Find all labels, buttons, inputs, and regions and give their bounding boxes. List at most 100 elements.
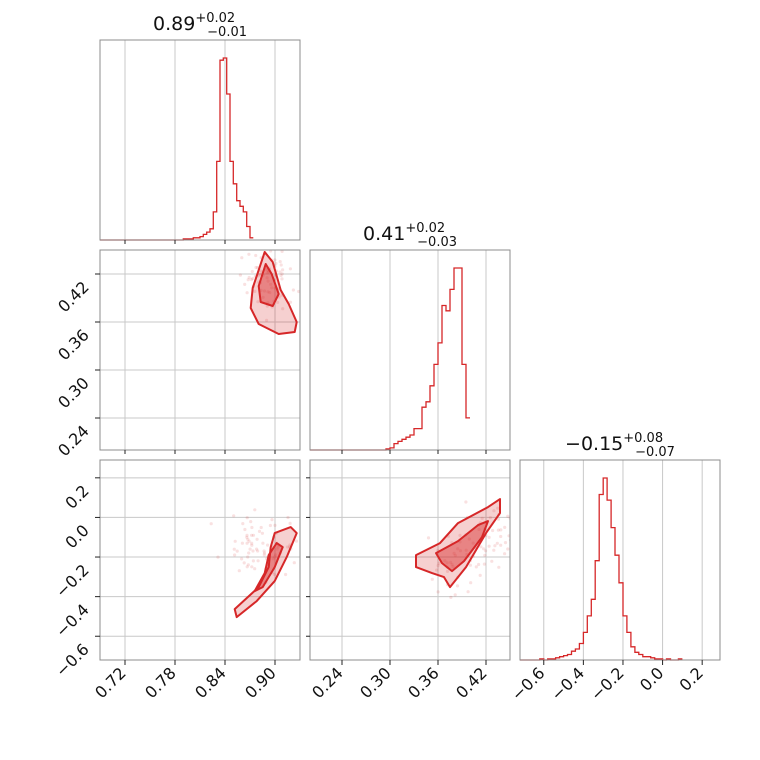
sample-point-2-3-82 <box>453 593 457 597</box>
sample-point-2-3-45 <box>477 527 481 532</box>
sample-point-1-3-67 <box>262 549 266 553</box>
sample-point-1-2-71 <box>281 307 285 311</box>
sample-point-2-3-6 <box>449 595 453 600</box>
sample-point-2-3-9 <box>436 590 440 594</box>
sample-point-1-2-26 <box>254 265 258 270</box>
sample-point-1-3-70 <box>250 525 254 530</box>
sample-point-2-3-31 <box>493 544 497 548</box>
sample-point-1-2-30 <box>280 246 283 249</box>
xtick-label-3-3: 0.0 <box>636 663 667 694</box>
sample-point-2-3-56 <box>507 534 510 538</box>
sample-point-1-3-61 <box>242 561 246 565</box>
sample-point-2-3-5 <box>496 528 500 532</box>
xtick-label-1-1: 0.78 <box>141 663 180 702</box>
xtick-label-2-3: 0.42 <box>452 663 491 702</box>
xtick-label-3-1: −0.4 <box>547 663 588 704</box>
sample-point-2-3-18 <box>496 506 500 510</box>
sample-point-2-3-73 <box>453 553 457 558</box>
title-param-1: 0.89+0.02 −0.01 <box>153 11 247 40</box>
xtick-label-1-3: 0.90 <box>241 663 280 702</box>
axis-ticks: 0.72 0.78 0.84 0.90 0.24 0.30 0.36 0.42 −0.6−0.4… <box>52 240 707 704</box>
sample-point-1-3-47 <box>251 559 255 563</box>
sample-point-1-3-26 <box>248 547 252 551</box>
sample-point-2-3-39 <box>523 498 526 501</box>
title-param-2: 0.41+0.02 −0.03 <box>363 221 457 250</box>
sample-point-1-3-51 <box>288 521 292 526</box>
sample-point-2-3-43 <box>437 561 441 566</box>
sample-point-1-2-12 <box>280 250 284 253</box>
title-value-3: −0.15 <box>565 433 623 455</box>
sample-point-1-2-56 <box>266 290 270 294</box>
sample-point-1-3-14 <box>319 553 322 556</box>
panel-scatter-2-3 <box>309 459 511 661</box>
sample-point-2-3-41 <box>452 551 456 556</box>
title-minus-3: −0.07 <box>635 445 675 460</box>
sample-point-1-2-1 <box>251 276 255 281</box>
sample-point-1-3-23 <box>262 553 266 557</box>
ytick-label-3-3: 0.0 <box>61 521 92 552</box>
sample-point-2-3-54 <box>464 548 468 552</box>
sample-point-1-2-38 <box>269 250 273 253</box>
sample-point-2-3-35 <box>495 541 499 545</box>
sample-point-1-3-22 <box>256 549 260 553</box>
sample-point-1-2-59 <box>250 269 254 274</box>
sample-point-2-3-47 <box>487 535 491 540</box>
sample-point-2-3-70 <box>517 516 520 519</box>
sample-point-1-3-72 <box>245 516 249 520</box>
ytick-label-2-1: 0.30 <box>54 373 93 412</box>
sample-point-2-3-8 <box>514 521 517 524</box>
sample-point-1-3-12 <box>285 545 290 549</box>
sample-point-2-3-48 <box>490 559 494 563</box>
ytick-label-2-0: 0.24 <box>54 421 93 460</box>
sample-point-1-3-13 <box>232 514 236 518</box>
sample-point-1-2-61 <box>254 253 258 258</box>
xtick-label-3-0: −0.6 <box>508 663 549 704</box>
sample-point-2-3-65 <box>514 514 517 517</box>
ytick-label-3-4: 0.2 <box>61 481 92 512</box>
sample-point-1-3-73 <box>246 537 250 541</box>
sample-point-2-3-20 <box>506 514 510 518</box>
sample-point-1-2-27 <box>238 273 242 277</box>
sample-point-1-3-29 <box>256 559 260 563</box>
title-plus-3: +0.08 <box>623 431 663 446</box>
sample-point-1-3-78 <box>271 557 275 561</box>
ytick-label-3-0: −0.6 <box>52 640 93 681</box>
sample-point-1-3-0 <box>250 533 254 537</box>
sample-point-1-2-63 <box>281 268 285 272</box>
sample-point-2-3-52 <box>464 500 468 504</box>
title-plus-1: +0.02 <box>195 11 235 26</box>
sample-point-1-2-51 <box>273 258 277 262</box>
sample-point-1-2-14 <box>265 318 269 322</box>
sample-point-1-2-21 <box>291 288 295 292</box>
contour-inner-1-3 <box>253 542 284 593</box>
sample-point-1-3-53 <box>245 565 249 569</box>
sample-point-1-3-37 <box>255 537 259 541</box>
sample-point-1-2-11 <box>247 275 251 280</box>
sample-point-1-3-50 <box>273 553 278 557</box>
ytick-label-3-1: −0.4 <box>52 600 93 641</box>
title-value-2: 0.41 <box>363 223 405 245</box>
sample-point-2-3-32 <box>511 527 514 530</box>
sample-point-2-3-87 <box>478 573 482 578</box>
sample-point-2-3-42 <box>503 552 507 556</box>
sample-point-1-3-16 <box>250 543 254 547</box>
density-panel-1-3 <box>209 508 322 619</box>
sample-point-1-2-68 <box>288 300 293 304</box>
sample-point-1-3-65 <box>261 541 265 545</box>
sample-point-1-2-3 <box>258 272 262 276</box>
sample-point-1-2-46 <box>279 273 283 278</box>
sample-point-1-2-13 <box>261 295 265 299</box>
sample-point-2-3-36 <box>503 525 507 530</box>
sample-point-2-3-80 <box>503 541 508 545</box>
histogram-param-1 <box>100 57 254 241</box>
sample-point-2-3-68 <box>499 528 503 532</box>
sample-point-1-2-55 <box>265 276 269 280</box>
title-value-1: 0.89 <box>153 13 195 35</box>
sample-point-1-2-10 <box>256 244 259 247</box>
sample-point-1-2-50 <box>264 267 268 271</box>
sample-point-1-3-7 <box>292 561 296 565</box>
sample-point-1-3-27 <box>247 551 251 555</box>
sample-point-1-3-63 <box>251 533 256 537</box>
sample-point-2-3-33 <box>483 553 487 557</box>
